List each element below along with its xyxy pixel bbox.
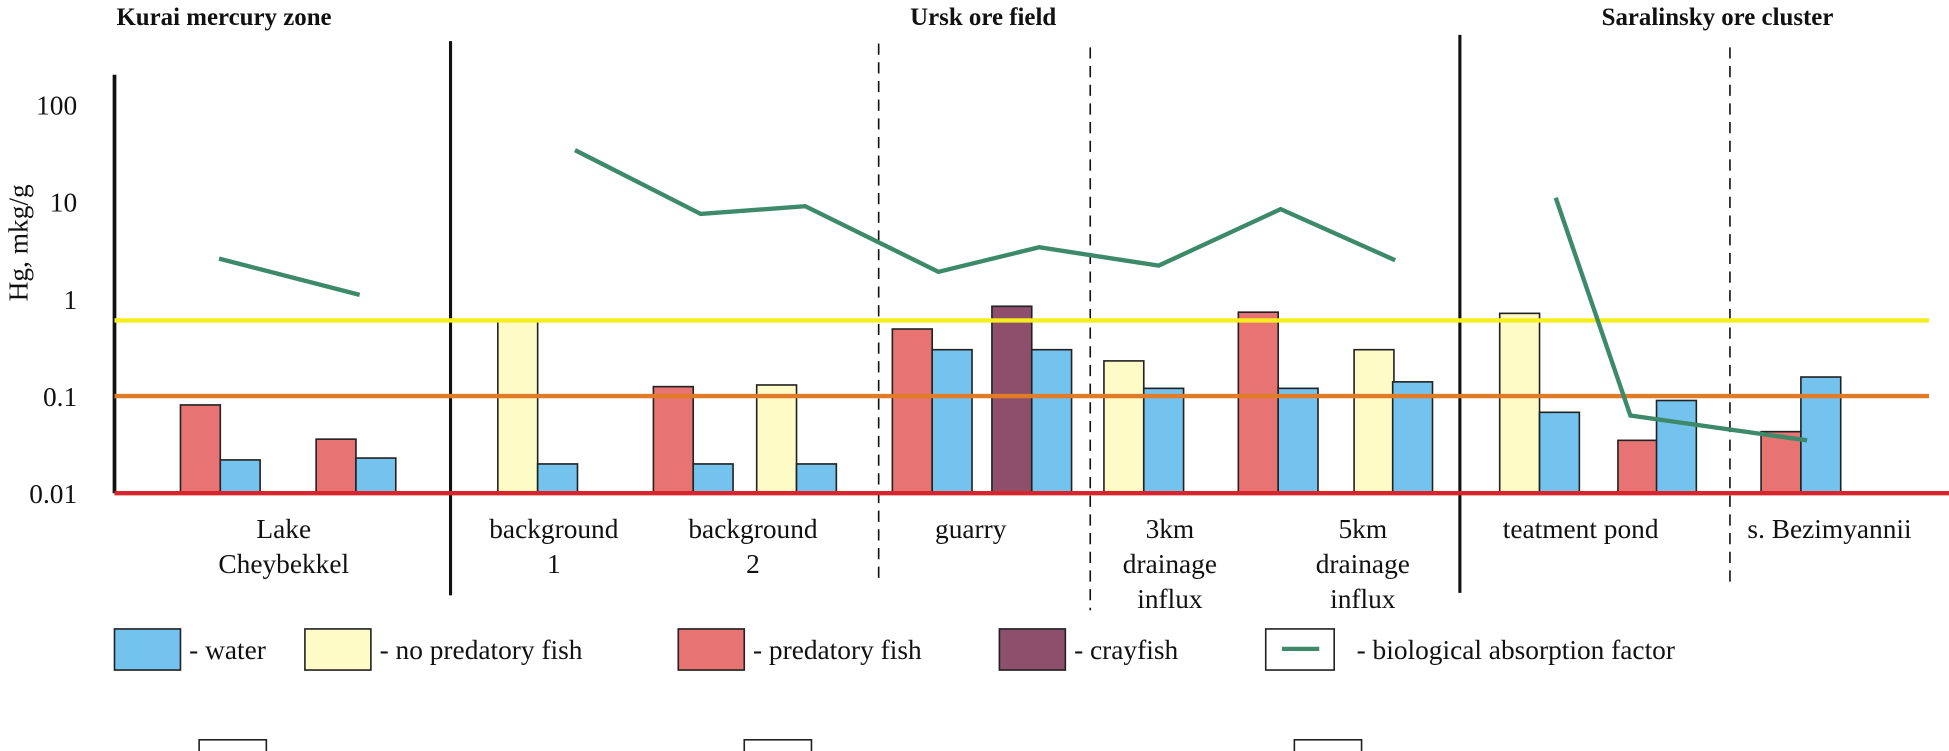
- bar-water: [1277, 387, 1319, 495]
- bar-cray: [991, 305, 1033, 495]
- legend-label: - MPC Hg in predatory fish: [862, 747, 1164, 751]
- legend-swatch-pred: [677, 628, 746, 671]
- bar-pred: [179, 404, 222, 495]
- zone-header: Ursk ore field: [910, 4, 1056, 31]
- category-label: Lake: [256, 514, 311, 544]
- bar-pred: [1760, 430, 1802, 495]
- y-axis-title: Hg, mkg/g: [3, 184, 33, 301]
- category-label: background: [688, 514, 817, 544]
- y-tick-label: 1: [63, 285, 77, 315]
- bar-water: [1538, 411, 1581, 495]
- bar-nopred: [1103, 360, 1145, 495]
- baf-line: [574, 148, 1397, 275]
- category-label: Cheybekkel: [218, 549, 349, 579]
- legend-label: - crayfish: [1074, 635, 1178, 665]
- category-label: teatment pond: [1503, 514, 1659, 544]
- legend-label: - water: [189, 635, 266, 665]
- legend-label: - predatory fish: [753, 635, 922, 665]
- category-label: s. Bezimyannii: [1747, 514, 1912, 544]
- category-label: 2: [746, 549, 760, 579]
- bar-water: [355, 457, 397, 495]
- bar-nopred: [497, 320, 539, 495]
- legend-swatch-mpc: [743, 738, 813, 751]
- bar-water: [1142, 387, 1185, 495]
- bar-pred: [652, 385, 695, 495]
- category-label: guarry: [935, 514, 1007, 544]
- bar-water: [692, 463, 734, 495]
- bar-pred: [1237, 311, 1279, 495]
- bar-pred: [891, 328, 933, 495]
- legend-swatch-water: [113, 628, 182, 671]
- y-tick-label: 10: [50, 188, 77, 218]
- bar-water: [536, 463, 579, 495]
- bar-water: [1030, 348, 1073, 495]
- category-label: drainage: [1123, 549, 1217, 579]
- category-label: 3km: [1146, 514, 1195, 544]
- baf-line: [218, 256, 361, 297]
- legend-label: - biological absorption factor: [1357, 635, 1675, 665]
- legend-swatch-cray: [998, 628, 1067, 671]
- category-label: influx: [1330, 584, 1396, 614]
- legend-label: - no predatory fish: [380, 635, 583, 665]
- bar-nopred: [755, 384, 798, 495]
- bar-water: [795, 463, 838, 495]
- baf-line: [1553, 197, 1808, 443]
- legend-swatch-mpc: [1293, 738, 1363, 751]
- bar-pred: [1617, 439, 1659, 495]
- y-tick-label: 0.01: [29, 479, 77, 509]
- legend-swatch-nopred: [304, 628, 372, 671]
- bar-nopred: [1498, 312, 1541, 495]
- bar-nopred: [1353, 348, 1395, 495]
- zone-header: Kurai mercury zone: [116, 4, 331, 31]
- category-label: influx: [1137, 584, 1203, 614]
- category-label: 5km: [1338, 514, 1387, 544]
- category-label: background: [489, 514, 618, 544]
- legend-label: - MPC Hg of water: [1400, 747, 1611, 751]
- bar-water: [1391, 381, 1434, 495]
- bar-water: [931, 348, 973, 495]
- y-tick-label: 100: [36, 91, 77, 121]
- y-tick-label: 0.1: [43, 382, 77, 412]
- category-label: drainage: [1316, 549, 1410, 579]
- bar-water: [1655, 399, 1698, 495]
- zone-header: Saralinsky ore cluster: [1602, 4, 1834, 31]
- legend-swatch-mpc: [198, 738, 268, 751]
- bar-pred: [315, 438, 357, 495]
- category-label: 1: [547, 549, 561, 579]
- bar-water: [219, 459, 261, 495]
- legend-label: - MPC Hg in no predatory fish: [276, 747, 612, 751]
